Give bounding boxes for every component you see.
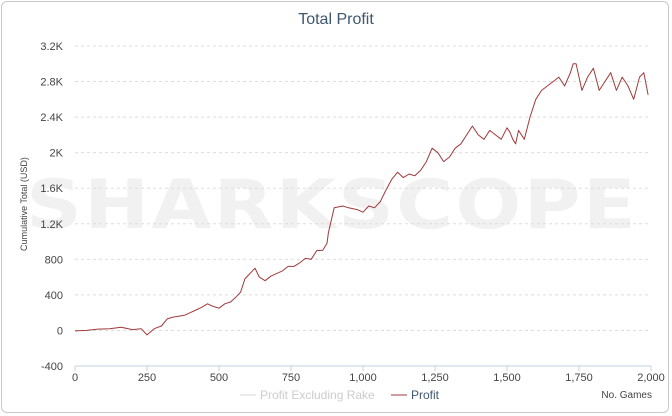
y-tick-label: 1.2K [40, 219, 63, 231]
x-tick-label: 1,500 [493, 372, 521, 384]
y-tick-label: 2.4K [40, 112, 63, 124]
x-tick-label: 1,250 [421, 372, 449, 384]
legend-label-profit: Profit [411, 388, 440, 402]
x-tick-label: 1,000 [349, 372, 377, 384]
x-axis-label: No. Games [601, 390, 652, 401]
legend-label-profit-excluding-rake: Profit Excluding Rake [260, 388, 375, 402]
chart-title: Total Profit [298, 11, 374, 28]
x-tick-label: 2,000 [637, 372, 665, 384]
y-tick-label: 1.6K [40, 183, 63, 195]
axes: -400 0 400 800 1.2K 1.6K 2K 2.4K 2.8K 3.2K 0 250 500… [40, 41, 664, 384]
y-tick-label: 2K [50, 148, 64, 160]
y-tick-label: -400 [41, 361, 63, 373]
x-tick-label: 0 [72, 372, 78, 384]
y-tick-label: 2.8K [40, 77, 63, 89]
y-tick-label: 3.2K [40, 41, 63, 53]
y-tick-label: 400 [45, 290, 63, 302]
legend: Profit Excluding Rake Profit [240, 388, 440, 402]
y-tick-label: 0 [57, 325, 63, 337]
y-tick-label: 800 [45, 254, 63, 266]
series-layer [74, 63, 649, 336]
grid [75, 45, 651, 331]
x-tick-label: 500 [210, 372, 228, 384]
watermark: SHARKSCOPE [26, 166, 638, 245]
x-tick-label: 1,750 [565, 372, 593, 384]
legend-item-profit-excluding-rake[interactable]: Profit Excluding Rake [240, 388, 375, 402]
series-line-profit [74, 63, 649, 336]
x-tick-label: 250 [138, 372, 156, 384]
y-axis-label: Cumulative Total (USD) [19, 157, 29, 251]
legend-item-profit[interactable]: Profit [391, 388, 440, 402]
x-tick-label: 750 [282, 372, 300, 384]
